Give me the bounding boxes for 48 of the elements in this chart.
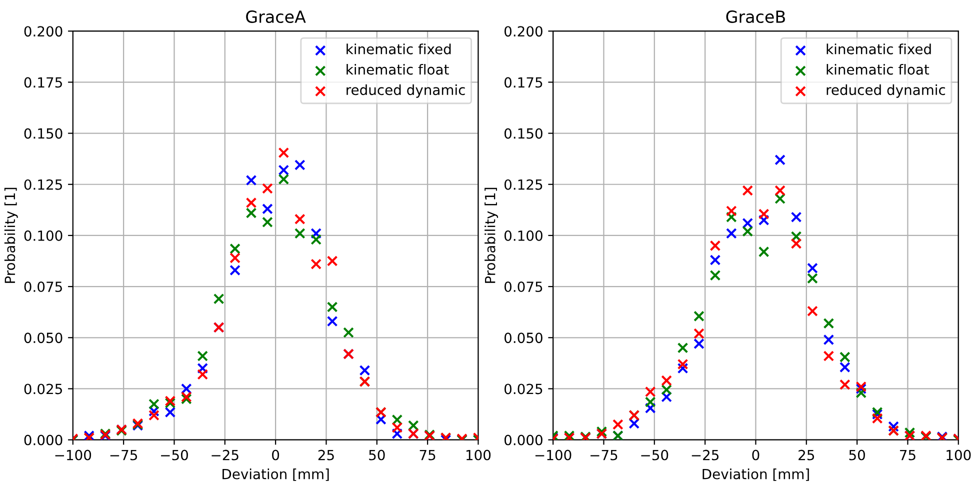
x-tick-label: −75 [590, 450, 618, 460]
x-tick-label: −50 [641, 450, 668, 460]
x-tick-label: −100 [55, 450, 92, 460]
y-tick-label: 0.200 [24, 26, 62, 37]
legend-label: kinematic float [826, 64, 930, 75]
y-tick-label: 0.100 [504, 230, 542, 241]
x-tick-label: 75 [420, 450, 436, 460]
y-tick-label: 0.000 [24, 434, 62, 446]
y-tick-label: 0.075 [504, 282, 542, 292]
legend-label: kinematic fixed [826, 44, 931, 54]
x-tick-label: −75 [110, 450, 138, 460]
legend-label: reduced dynamic [346, 84, 465, 98]
y-tick-label: 0.175 [504, 77, 542, 88]
x-tick-label: −50 [161, 450, 188, 460]
y-tick-label: 0.050 [504, 332, 542, 344]
x-tick-label: 50 [849, 450, 865, 460]
y-tick-label: 0.075 [24, 282, 62, 292]
legend-label: reduced dynamic [826, 84, 946, 98]
x-tick-label: −25 [692, 450, 719, 460]
x-tick-label: 25 [318, 450, 334, 460]
x-axis-title: Deviation [mm] [702, 468, 809, 481]
y-tick-label: 0.025 [24, 384, 62, 394]
y-tick-label: 0.125 [24, 179, 62, 190]
y-tick-label: 0.175 [24, 77, 62, 88]
legend-label: kinematic fixed [346, 44, 451, 54]
x-tick-label: −100 [535, 450, 572, 460]
x-tick-label: 100 [466, 450, 491, 460]
legend-label: kinematic float [346, 64, 449, 75]
y-tick-label: 0.200 [504, 26, 542, 37]
y-axis-title: Probability [1] [4, 188, 18, 283]
x-tick-label: −25 [212, 450, 238, 460]
x-tick-label: 100 [946, 450, 971, 460]
y-tick-label: 0.050 [24, 332, 62, 344]
x-axis-title: Deviation [mm] [222, 468, 329, 481]
y-tick-label: 0.025 [504, 384, 542, 394]
x-tick-label: 75 [900, 450, 916, 460]
chart-title: GraceA [246, 10, 306, 24]
chart-title: GraceB [726, 10, 785, 24]
y-axis-title: Probability [1] [484, 188, 498, 283]
y-tick-label: 0.000 [504, 434, 542, 446]
y-tick-label: 0.125 [504, 179, 542, 190]
x-tick-label: 0 [752, 450, 760, 460]
y-tick-label: 0.100 [24, 230, 62, 241]
y-tick-label: 0.150 [24, 128, 62, 139]
x-tick-label: 25 [798, 450, 814, 460]
y-tick-label: 0.150 [504, 128, 542, 139]
x-tick-label: 0 [272, 450, 280, 460]
x-tick-label: 50 [369, 450, 385, 460]
